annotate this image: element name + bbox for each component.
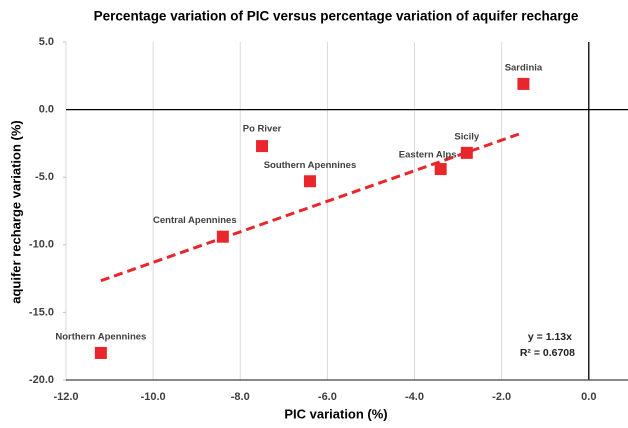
point-label: Southern Apennines	[264, 160, 357, 171]
y-tick-label: -20.0	[29, 374, 54, 386]
trend-r-squared: R² = 0.6708	[520, 347, 575, 359]
point	[460, 146, 473, 159]
point-label: Northern Apennines	[55, 331, 146, 342]
trendline	[100, 132, 520, 283]
point-label: Sicily	[454, 131, 480, 142]
x-tick-label: -12.0	[53, 391, 78, 403]
point	[256, 140, 269, 153]
y-axis-title: aquifer recharge variation (%)	[8, 120, 23, 304]
y-tick-label: 5.0	[39, 36, 54, 48]
point	[517, 77, 530, 90]
point	[94, 346, 107, 359]
y-tick-label: 0.0	[39, 104, 54, 116]
chart-title: Percentage variation of PIC versus perce…	[94, 9, 579, 24]
x-tick-label: -6.0	[318, 391, 337, 403]
point	[216, 230, 229, 243]
x-tick-label: -2.0	[492, 391, 511, 403]
point-label: Central Apennines	[153, 215, 237, 226]
x-tick-label: -8.0	[231, 391, 250, 403]
y-tick-label: -10.0	[29, 239, 54, 251]
x-axis-title: PIC variation (%)	[284, 406, 387, 421]
y-tick-label: -15.0	[29, 306, 54, 318]
point-label: Sardinia	[505, 62, 543, 73]
x-tick-label: -4.0	[405, 391, 424, 403]
point	[434, 163, 447, 176]
point-label: Eastern Alps	[399, 150, 457, 161]
trend-equation: y = 1.13x	[528, 331, 572, 343]
x-tick-label: -10.0	[141, 391, 166, 403]
point-label: Po River	[243, 124, 282, 135]
y-tick-label: -5.0	[35, 171, 54, 183]
point	[303, 175, 316, 188]
x-tick-label: 0.0	[581, 391, 596, 403]
